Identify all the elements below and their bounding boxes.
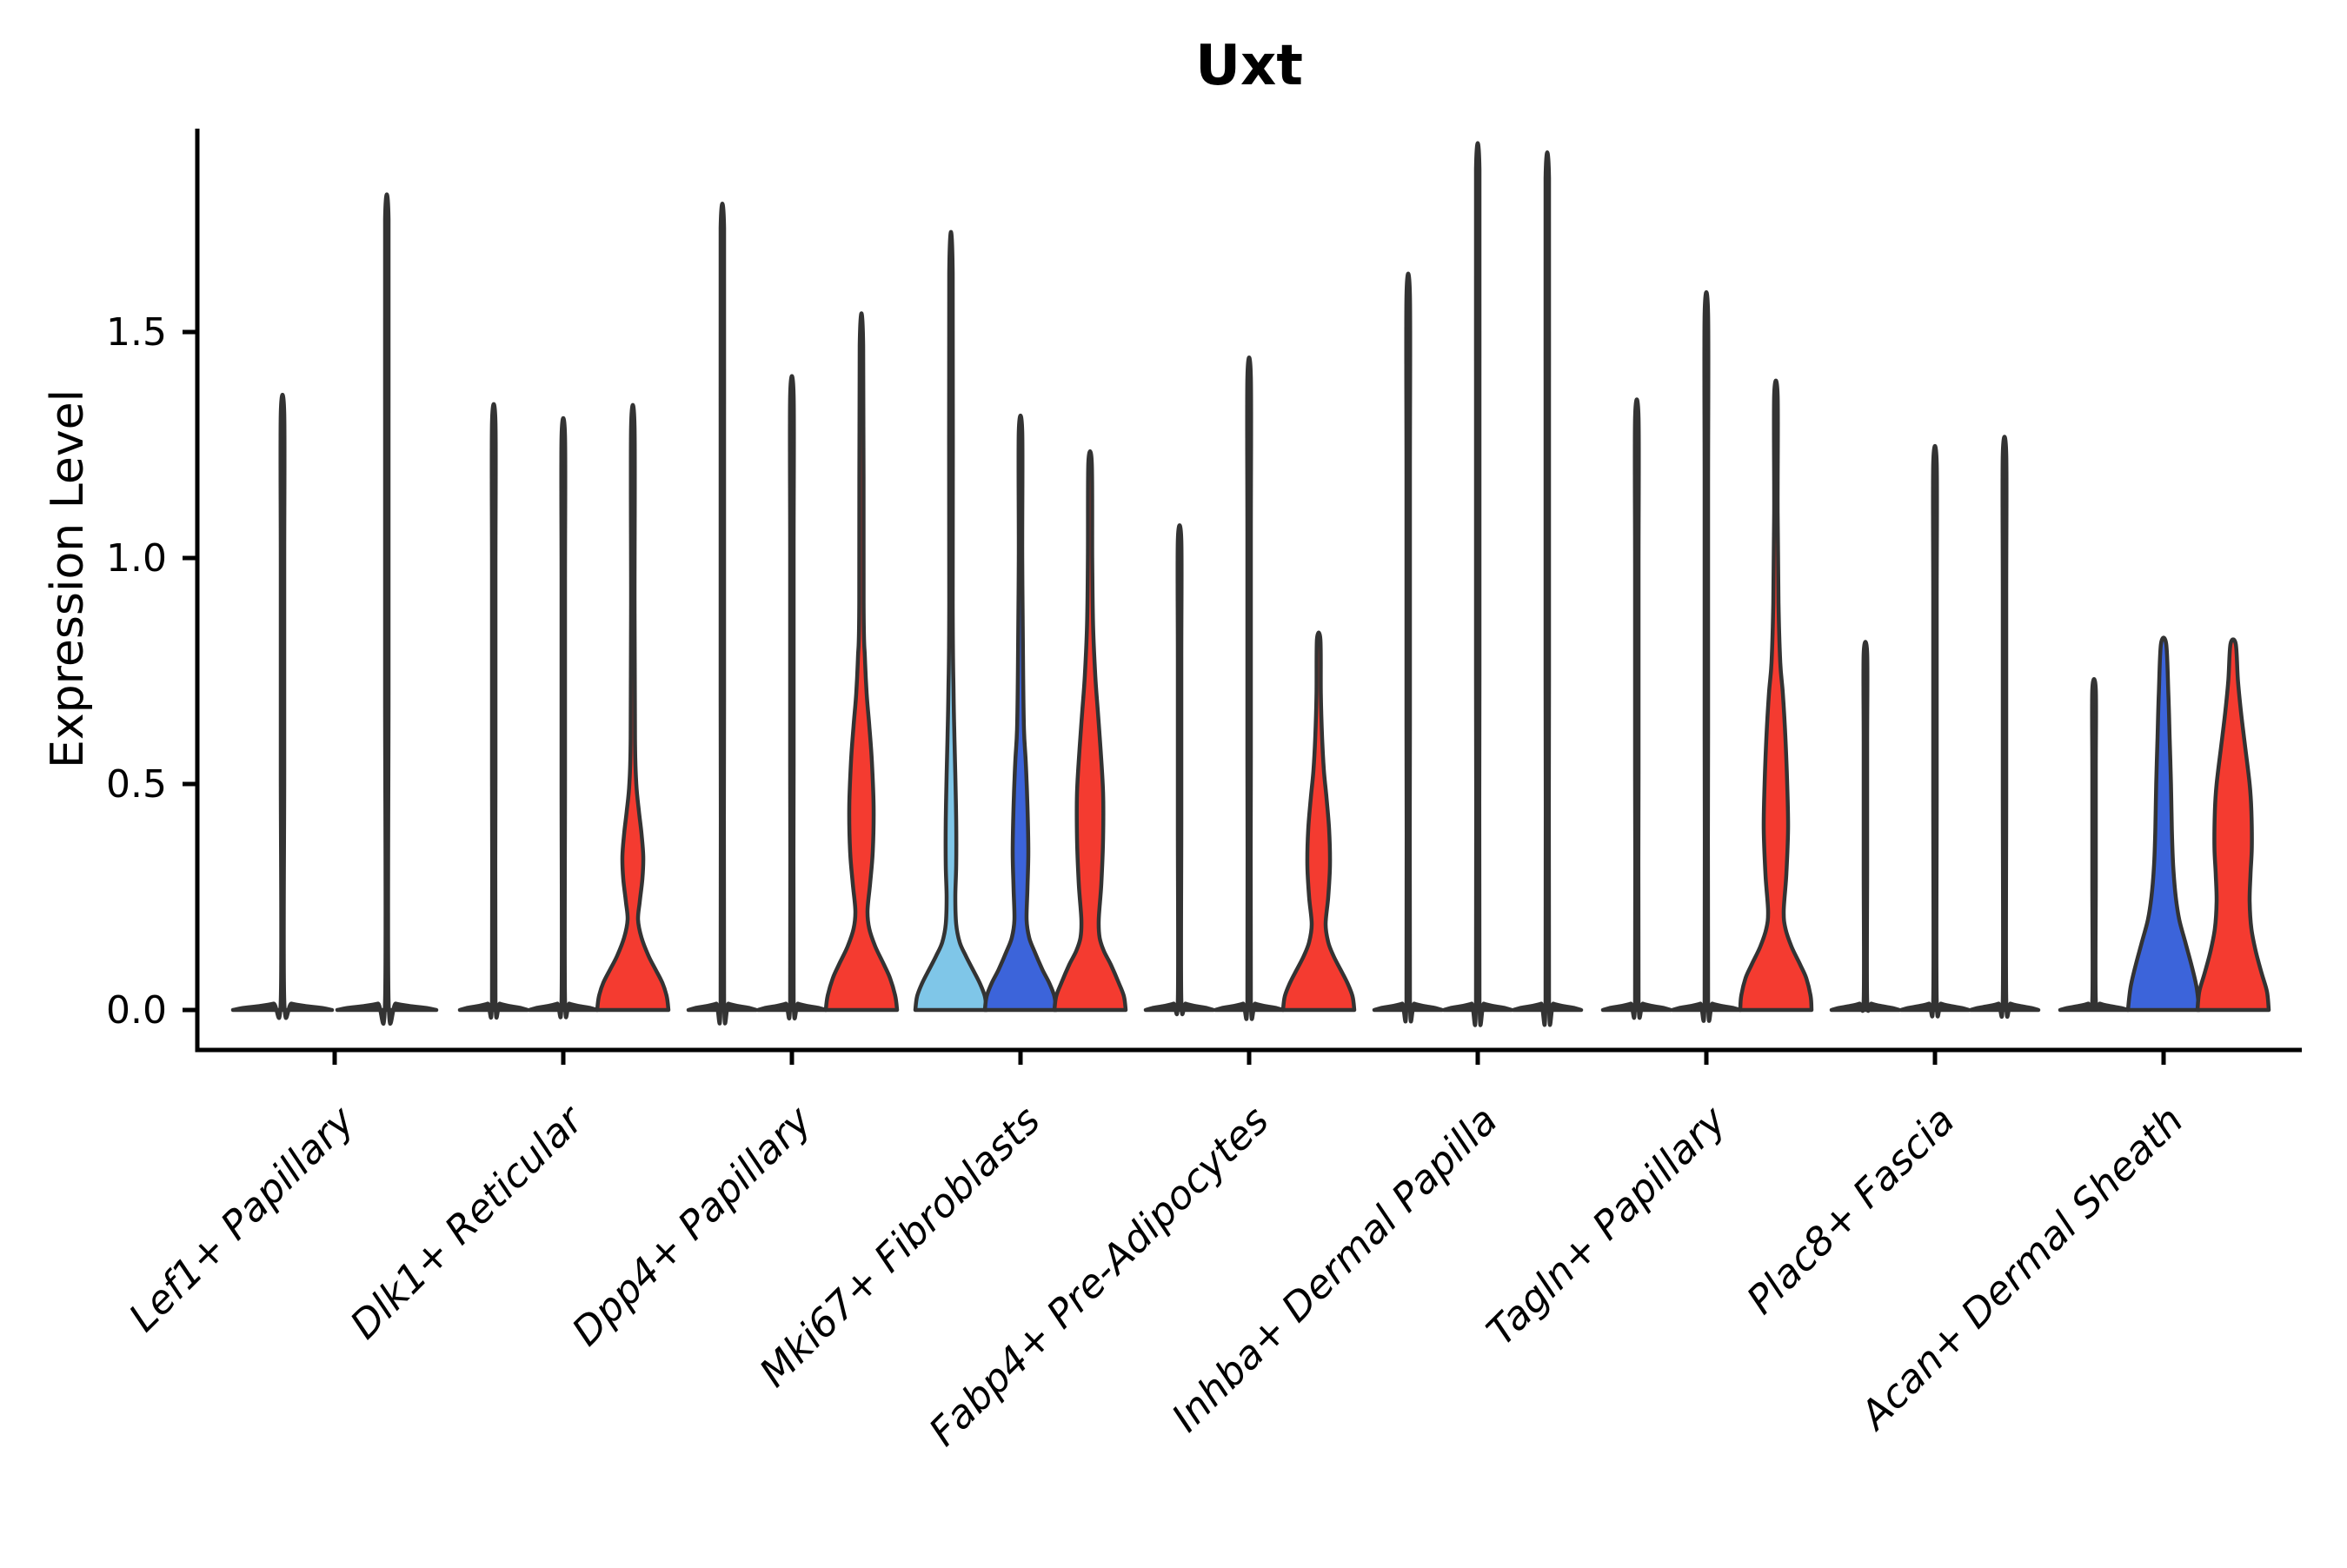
violin-blue (1213, 355, 1286, 1021)
violin-red (823, 311, 900, 1013)
violin-light_blue (1829, 640, 1902, 1013)
violin-light_blue (913, 229, 989, 1013)
violin-red (1280, 630, 1357, 1013)
violin-red (2195, 637, 2271, 1013)
y-tick-label: 1.0 (106, 536, 167, 581)
violin-light_blue (457, 402, 530, 1020)
x-tick-label: Lef1+ Papillary (120, 1096, 364, 1340)
violin-red (1511, 150, 1584, 1027)
y-tick-label: 1.5 (106, 310, 167, 355)
y-axis-label: Expression Level (42, 389, 94, 768)
violin-red (595, 402, 671, 1013)
y-tick-label: 0.5 (106, 762, 167, 807)
violin-red (1052, 448, 1128, 1013)
violin-light_blue (686, 202, 759, 1026)
x-tick-label: Plac8+ Fascia (1738, 1097, 1964, 1323)
x-tick-label: Dlk1+ Reticular (341, 1096, 593, 1348)
violin-light_blue (2058, 677, 2131, 1013)
violin-blue (755, 374, 828, 1020)
violin-light_blue (1600, 397, 1673, 1020)
x-tick-label: Tagln+ Papillary (1478, 1096, 1736, 1354)
violin-blue (1898, 443, 1971, 1019)
violin-blue (1441, 141, 1514, 1027)
violin-red (1738, 378, 1814, 1013)
violin-blue (1670, 290, 1743, 1023)
violin-light_blue (230, 392, 335, 1020)
violin-light_blue (1372, 271, 1445, 1024)
plot-title: Uxt (1195, 34, 1303, 98)
violin-blue (982, 413, 1059, 1013)
violin-blue (527, 415, 600, 1020)
violin-red (335, 192, 439, 1027)
violin-red (1968, 435, 2041, 1019)
violin-light_blue (1143, 523, 1216, 1017)
violins (230, 141, 2271, 1027)
violin-blue (2125, 635, 2202, 1013)
y-tick-label: 0.0 (106, 988, 167, 1033)
axes (183, 129, 2302, 1065)
x-tick-label: Dpp4+ Papillary (563, 1096, 821, 1354)
